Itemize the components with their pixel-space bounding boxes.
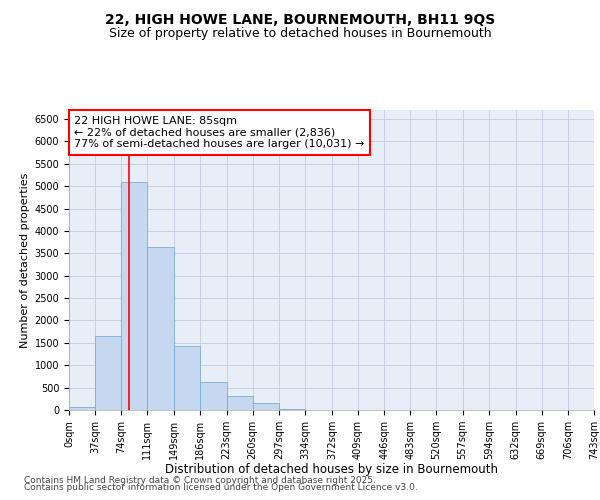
Bar	[174, 346, 200, 410]
Bar	[148, 246, 174, 410]
Text: 22, HIGH HOWE LANE, BOURNEMOUTH, BH11 9QS: 22, HIGH HOWE LANE, BOURNEMOUTH, BH11 9Q…	[105, 12, 495, 26]
Bar	[121, 182, 148, 410]
Text: Size of property relative to detached houses in Bournemouth: Size of property relative to detached ho…	[109, 28, 491, 40]
Bar	[200, 382, 227, 410]
Bar	[95, 336, 121, 410]
X-axis label: Distribution of detached houses by size in Bournemouth: Distribution of detached houses by size …	[165, 464, 498, 476]
Text: Contains public sector information licensed under the Open Government Licence v3: Contains public sector information licen…	[24, 484, 418, 492]
Bar	[69, 408, 95, 410]
Text: Contains HM Land Registry data © Crown copyright and database right 2025.: Contains HM Land Registry data © Crown c…	[24, 476, 376, 485]
Bar	[253, 404, 279, 410]
Text: 22 HIGH HOWE LANE: 85sqm
← 22% of detached houses are smaller (2,836)
77% of sem: 22 HIGH HOWE LANE: 85sqm ← 22% of detach…	[74, 116, 365, 149]
Bar	[279, 408, 305, 410]
Y-axis label: Number of detached properties: Number of detached properties	[20, 172, 31, 348]
Bar	[227, 396, 253, 410]
